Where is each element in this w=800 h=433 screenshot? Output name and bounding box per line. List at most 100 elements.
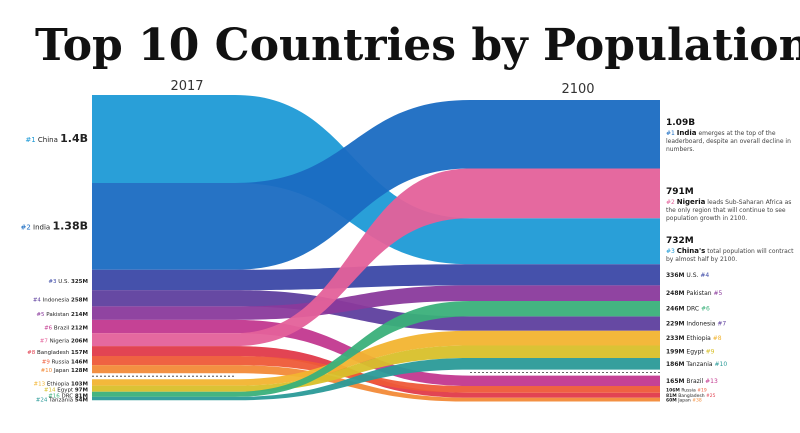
rank: #38 [692, 398, 702, 404]
left-label: #3 U.S. 325M [48, 279, 88, 285]
value-label: 336M [666, 272, 685, 279]
value-label: 1.4B [60, 132, 88, 145]
country: Russia [52, 360, 70, 366]
rank: #6 [701, 306, 710, 313]
flow [92, 319, 660, 387]
rank: #10 [41, 368, 53, 374]
country: Nigeria [50, 339, 70, 345]
flow [92, 345, 660, 392]
left-label: #9 Russia 146M [42, 360, 88, 366]
rank: #1 [25, 136, 35, 144]
country: DRC [61, 393, 73, 399]
right-label: 336M U.S. #4 [666, 272, 709, 279]
rank: #1 [666, 130, 675, 137]
rank: #2 [666, 198, 675, 206]
right-label: 229M Indonesia #7 [666, 321, 726, 328]
flow [92, 95, 660, 265]
country: Egypt [57, 388, 74, 394]
left-label: #2 India 1.38B [20, 219, 88, 232]
value-label: 212M [71, 326, 88, 332]
rank: #4 [33, 297, 42, 303]
rank: #8 [713, 335, 722, 342]
right-label: 81M Bangladesh #25 [666, 393, 716, 399]
value-label: 103M [71, 381, 88, 387]
flow [92, 264, 660, 291]
right-label: 248M Pakistan #5 [666, 290, 722, 297]
rank: #7 [717, 321, 726, 328]
country: Bangladesh [678, 393, 705, 399]
rank: #2 [20, 223, 30, 231]
rank: #7 [40, 339, 49, 345]
rank: #5 [713, 290, 722, 297]
country: Japan [53, 368, 70, 374]
flow [92, 365, 660, 402]
period-label: 2017 [170, 79, 203, 94]
country: Indonesia [686, 321, 715, 328]
country: Tanzania [48, 398, 73, 404]
rank: #6 [44, 326, 53, 332]
rank: #9 [42, 360, 51, 366]
rank: #14 [44, 388, 56, 394]
left-label: #24 Tanzania 54M [36, 398, 88, 404]
v: 1.09B [666, 118, 696, 128]
value-label: 54M [75, 398, 88, 404]
country: Pakistan [686, 290, 711, 297]
value-label: 128M [71, 368, 88, 374]
country: Indonesia [43, 297, 70, 303]
right-label: 60M Japan #38 [666, 398, 702, 404]
value-label: 233M [666, 335, 685, 342]
rank: #19 [697, 387, 707, 393]
flow [92, 290, 660, 331]
rank: #13 [705, 378, 718, 385]
right-label: 186M Tanzania #10 [666, 361, 727, 368]
country: India [33, 223, 50, 231]
flow [92, 357, 660, 401]
flow [92, 346, 660, 398]
country: Nigeria [676, 197, 706, 206]
flow [92, 300, 660, 397]
country: DRC [686, 306, 699, 313]
flow [92, 168, 660, 347]
rank: #25 [706, 393, 716, 399]
value-label: 157M [71, 350, 88, 356]
flow [92, 330, 660, 386]
country: U.S. [686, 272, 698, 279]
country: Ethiopia [686, 335, 711, 342]
value-label: 214M [71, 312, 88, 318]
country: Egypt [686, 349, 704, 356]
value-label: 97M [75, 388, 88, 394]
rank: #8 [27, 350, 36, 356]
rank: #10 [714, 361, 727, 368]
right-label: 246M DRC #6 [666, 306, 710, 313]
country: Russia [681, 387, 696, 393]
value-label: 60M [666, 398, 677, 404]
value-label: 248M [666, 290, 685, 297]
country: Ethiopia [47, 381, 69, 387]
value-label: 81M [75, 393, 88, 399]
left-label: #13 Ethiopia 103M [34, 381, 88, 387]
right-label: 233M Ethiopia #8 [666, 335, 722, 342]
value-label: 206M [71, 339, 88, 345]
country: Pakistan [46, 312, 70, 318]
rank: #3 [666, 248, 675, 256]
value-label: 199M [666, 349, 685, 356]
rank: #24 [36, 398, 48, 404]
country: U.S. [58, 279, 69, 285]
right-label: 106M Russia #19 [666, 387, 707, 393]
v: 791M [666, 186, 694, 197]
rank: #4 [700, 272, 709, 279]
flow [92, 285, 660, 320]
country: Tanzania [685, 361, 712, 368]
note-text: leads Sub-Saharan Africa as the only reg… [666, 198, 792, 222]
country: India [676, 129, 697, 137]
value-label: 106M [666, 387, 680, 393]
v: 732M [666, 236, 694, 247]
left-label: #1 China 1.4B [25, 132, 88, 145]
annotation: 791M #2 Nigeria leads Sub-Saharan Africa … [666, 187, 794, 223]
value-label: 81M [666, 393, 677, 399]
value-label: 258M [71, 297, 88, 303]
left-label: #6 Brazil 212M [44, 326, 88, 332]
country: China [38, 136, 58, 144]
annotation: 1.09B #1 India emerges at the top of the … [666, 118, 794, 154]
